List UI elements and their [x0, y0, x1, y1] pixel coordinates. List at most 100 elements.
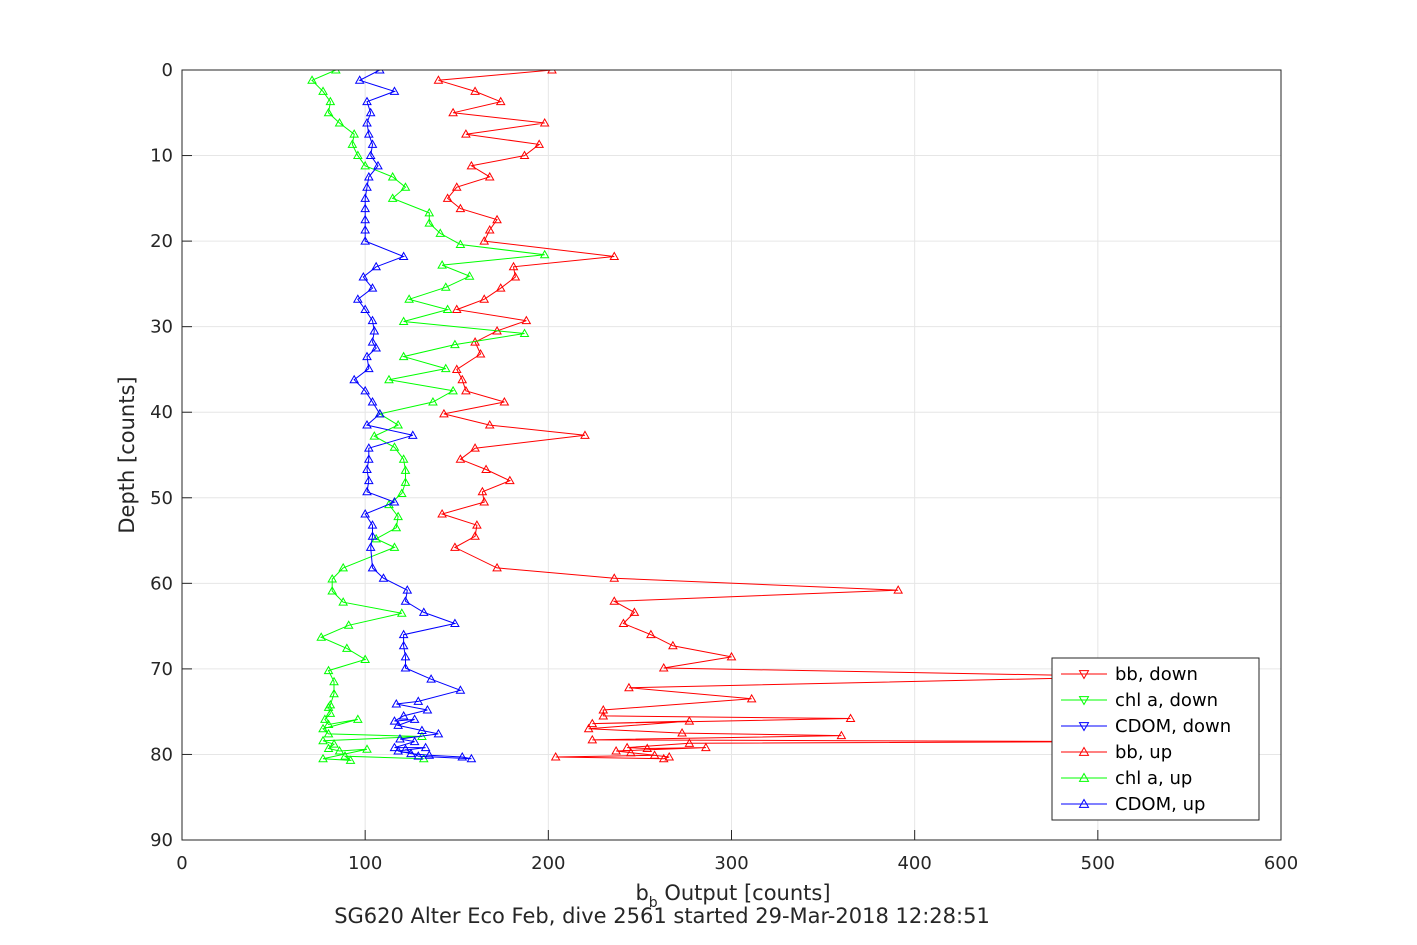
- x-tick-label: 0: [176, 853, 187, 874]
- data-point-marker: [583, 723, 594, 733]
- data-point-marker: [629, 607, 640, 616]
- x-axis-label-main: b: [635, 881, 648, 905]
- data-point-marker: [450, 618, 460, 628]
- data-point-marker: [363, 129, 374, 138]
- data-point-marker: [393, 746, 403, 755]
- data-point-marker: [367, 315, 378, 325]
- data-point-marker: [726, 651, 737, 661]
- data-point-marker: [307, 75, 317, 84]
- data-point-marker: [318, 86, 328, 95]
- data-point-marker: [334, 746, 345, 755]
- data-point-marker: [451, 364, 462, 373]
- data-point-marker: [539, 118, 550, 127]
- x-tick-label: 500: [1081, 853, 1115, 874]
- data-point-marker: [622, 742, 632, 752]
- legend-marker: [1078, 722, 1090, 732]
- data-point-marker: [455, 454, 466, 463]
- legend-entry-label: bb, down: [1115, 664, 1198, 685]
- data-point-marker: [598, 710, 609, 720]
- data-point-marker: [360, 654, 371, 663]
- data-point-marker: [387, 193, 398, 202]
- data-point-marker: [400, 651, 411, 661]
- data-point-marker: [371, 533, 382, 543]
- data-point-marker: [464, 271, 475, 280]
- legend-box: [1051, 657, 1260, 821]
- data-point-marker: [360, 193, 371, 202]
- data-point-marker: [362, 118, 372, 127]
- data-point-marker: [362, 96, 372, 106]
- legend-marker: [1078, 798, 1090, 808]
- data-point-marker: [625, 747, 636, 757]
- data-point-marker: [352, 150, 363, 160]
- data-point-marker: [428, 396, 438, 406]
- data-point-marker: [845, 713, 856, 723]
- data-point-marker: [389, 742, 400, 752]
- data-point-marker: [587, 734, 598, 744]
- data-point-marker: [684, 738, 695, 747]
- data-point-marker: [371, 343, 382, 352]
- legend-marker: [1078, 696, 1090, 706]
- data-point-marker: [406, 748, 416, 758]
- data-point-marker: [495, 96, 506, 106]
- y-tick-label: 70: [150, 659, 173, 680]
- legend-entry-label: CDOM, up: [1115, 794, 1205, 815]
- data-point-marker: [642, 743, 653, 752]
- legend-entry-label: chl a, up: [1115, 768, 1192, 789]
- data-point-marker: [318, 723, 328, 733]
- data-point-marker: [360, 236, 371, 245]
- data-point-marker: [360, 203, 371, 213]
- data-point-marker: [481, 464, 491, 474]
- data-point-marker: [440, 282, 451, 291]
- data-point-marker: [457, 752, 468, 761]
- ticks: 0 100 200 300 400 500 600 0 10 20 30 40 50 60 70 80 90: [150, 60, 1298, 874]
- data-point-marker: [393, 420, 403, 429]
- data-point-marker: [479, 236, 490, 245]
- data-point-marker: [439, 408, 449, 418]
- data-point-marker: [340, 751, 350, 760]
- data-point-marker: [495, 283, 506, 292]
- data-point-marker: [352, 714, 363, 723]
- data-point-marker: [363, 443, 374, 452]
- series-line: [311, 70, 545, 762]
- data-point-marker: [400, 182, 411, 191]
- data-point-marker: [323, 107, 334, 117]
- data-point-marker: [547, 70, 557, 74]
- data-point-marker: [318, 735, 328, 745]
- data-point-marker: [646, 629, 656, 639]
- data-point-marker: [499, 396, 510, 406]
- data-point-marker: [362, 744, 372, 753]
- data-point-marker: [358, 272, 369, 281]
- data-point-marker: [369, 325, 380, 335]
- x-tick-label: 300: [714, 853, 748, 874]
- data-point-marker: [580, 430, 590, 439]
- data-point-marker: [400, 465, 411, 474]
- data-point-marker: [367, 396, 378, 406]
- x-tick-label: 200: [531, 853, 565, 874]
- data-point-marker: [649, 750, 660, 759]
- data-point-marker: [402, 585, 413, 594]
- data-point-marker: [420, 742, 431, 752]
- data-point-marker: [398, 351, 409, 361]
- data-point-marker: [437, 260, 447, 269]
- legend-entry-label: chl a, down: [1115, 690, 1218, 711]
- data-point-marker: [391, 522, 402, 532]
- data-point-marker: [389, 442, 400, 451]
- data-point-marker: [510, 272, 521, 281]
- data-point-marker: [413, 696, 424, 705]
- data-point-marker: [352, 294, 363, 303]
- legend-marker: [1078, 670, 1090, 680]
- data-point-marker: [334, 118, 345, 127]
- data-point-marker: [330, 70, 341, 74]
- data-point-marker: [369, 431, 380, 440]
- data-point-marker: [664, 752, 675, 761]
- data-point-marker: [365, 107, 376, 117]
- data-point-marker: [363, 475, 374, 485]
- data-point-marker: [492, 562, 502, 572]
- data-point-marker: [677, 728, 687, 737]
- data-point-marker: [658, 663, 669, 672]
- x-tick-label: 400: [897, 853, 931, 874]
- data-point-marker: [360, 509, 371, 518]
- y-tick-label: 30: [150, 317, 173, 338]
- data-point-marker: [362, 351, 372, 361]
- data-point-marker: [389, 542, 400, 551]
